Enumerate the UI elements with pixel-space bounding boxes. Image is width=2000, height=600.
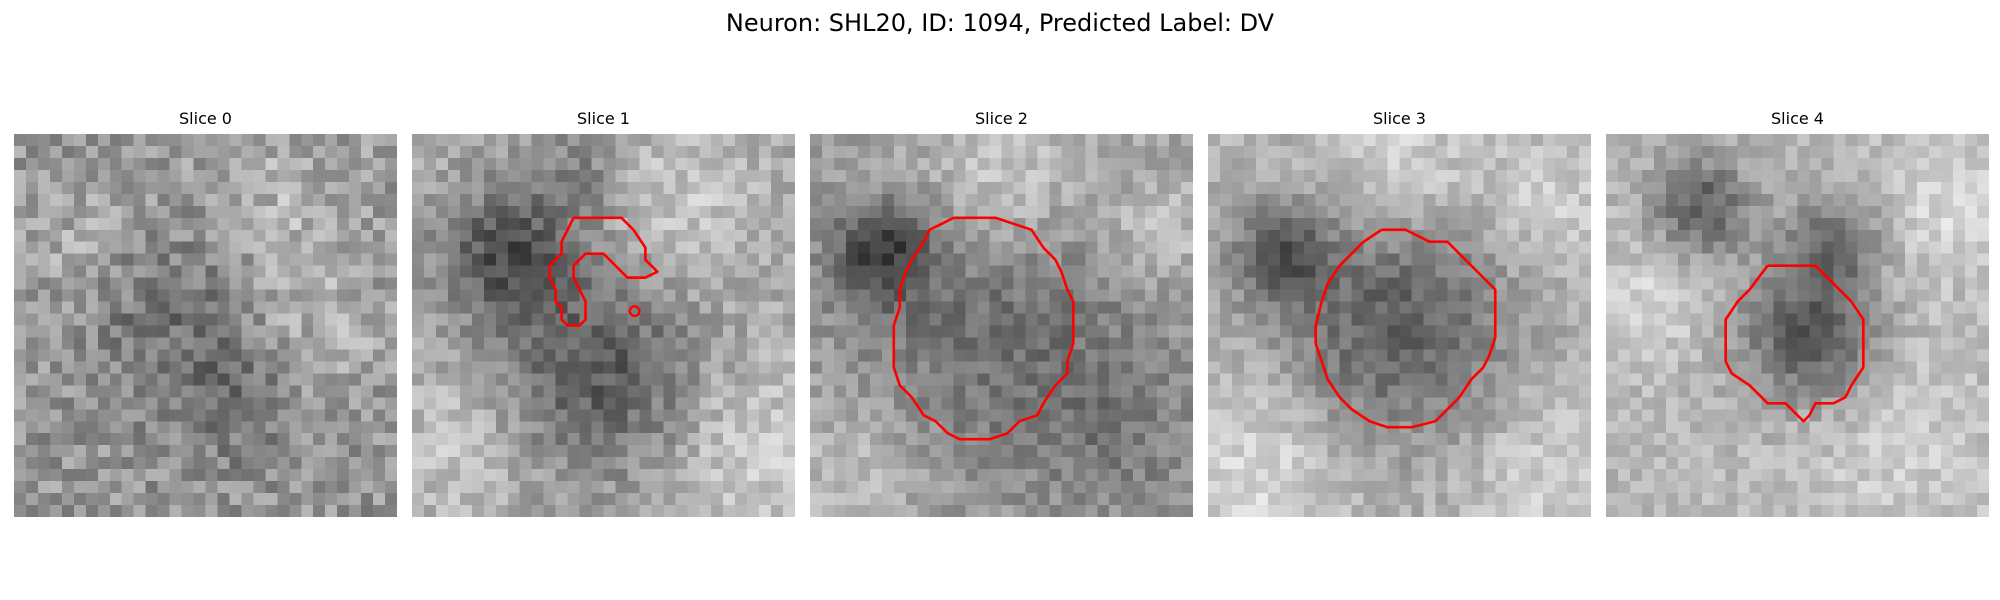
pixel-grid (1208, 134, 1591, 517)
slice-panel-4: Slice 4 (1606, 108, 1989, 517)
roi-marker (628, 305, 641, 318)
roi-contour (892, 216, 1075, 441)
roi-contour (1314, 228, 1497, 429)
slice-panel-1: Slice 1 (412, 108, 795, 517)
slice-image (810, 134, 1193, 517)
pixel-grid (1606, 134, 1989, 517)
slice-title: Slice 4 (1771, 109, 1824, 128)
roi-contour (548, 216, 659, 327)
slice-title: Slice 1 (577, 109, 630, 128)
slice-image (1606, 134, 1989, 517)
slice-image (412, 134, 795, 517)
slice-title: Slice 3 (1373, 109, 1426, 128)
figure-title: Neuron: SHL20, ID: 1094, Predicted Label… (725, 9, 1275, 37)
slice-title: Slice 0 (179, 109, 232, 128)
slice-panel-0: Slice 0 (14, 108, 397, 517)
slice-image (14, 134, 397, 517)
slice-image (1208, 134, 1591, 517)
pixel-grid (412, 134, 795, 517)
slice-title: Slice 2 (975, 109, 1028, 128)
pixel-grid (810, 134, 1193, 517)
slice-panel-3: Slice 3 (1208, 108, 1591, 517)
slice-panel-2: Slice 2 (810, 108, 1193, 517)
roi-contour (1724, 264, 1865, 423)
pixel-grid (14, 134, 397, 517)
